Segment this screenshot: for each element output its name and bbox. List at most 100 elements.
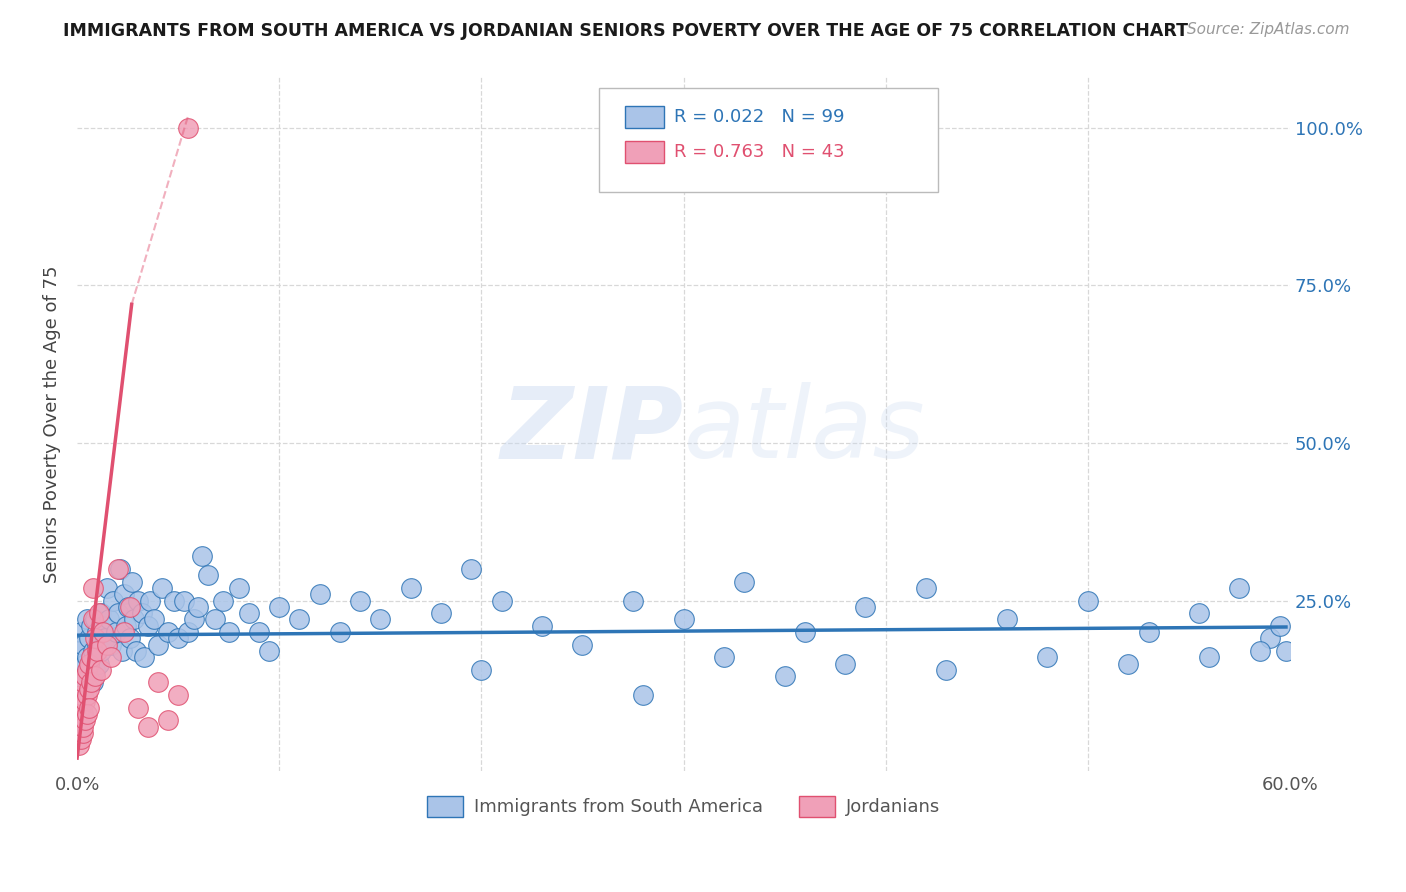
Point: [430, 606, 453, 620]
Point: [470, 663, 492, 677]
Point: [70, 663, 93, 677]
Point: [733, 574, 755, 589]
Point: [1249, 644, 1271, 658]
Point: [112, 587, 135, 601]
Point: [77, 669, 100, 683]
Point: [1116, 657, 1139, 671]
Text: R = 0.022   N = 99: R = 0.022 N = 99: [673, 108, 845, 126]
Point: [107, 562, 129, 576]
Text: atlas: atlas: [683, 383, 925, 480]
Point: [173, 593, 195, 607]
Point: [70, 700, 93, 714]
Point: [70, 688, 93, 702]
Point: [713, 650, 735, 665]
Point: [571, 638, 593, 652]
Point: [84, 632, 107, 646]
Point: [98, 612, 121, 626]
Point: [491, 593, 513, 607]
Point: [136, 720, 159, 734]
Point: [308, 587, 330, 601]
Point: [112, 625, 135, 640]
Point: [1229, 581, 1251, 595]
Point: [67, 644, 90, 658]
Point: [349, 593, 371, 607]
FancyBboxPatch shape: [626, 106, 664, 128]
Point: [1198, 650, 1220, 665]
Point: [72, 720, 94, 734]
Point: [82, 581, 104, 595]
Point: [672, 612, 695, 626]
Point: [163, 593, 186, 607]
Point: [531, 619, 554, 633]
Point: [329, 625, 352, 640]
Point: [1188, 606, 1211, 620]
Point: [100, 650, 122, 665]
Point: [191, 549, 214, 564]
Point: [110, 644, 132, 658]
Point: [211, 593, 233, 607]
Point: [67, 713, 90, 727]
Point: [631, 688, 654, 702]
Point: [77, 700, 100, 714]
Point: [257, 644, 280, 658]
Point: [76, 688, 98, 702]
Point: [75, 657, 97, 671]
Point: [72, 726, 94, 740]
Point: [793, 625, 815, 640]
Point: [121, 574, 143, 589]
Point: [77, 657, 100, 671]
Point: [177, 120, 200, 135]
Point: [146, 638, 169, 652]
Point: [855, 599, 877, 614]
Point: [146, 675, 169, 690]
Point: [136, 619, 159, 633]
Point: [834, 657, 856, 671]
Point: [460, 562, 482, 576]
Point: [75, 694, 97, 708]
Point: [75, 675, 97, 690]
Point: [84, 612, 107, 626]
Point: [269, 599, 291, 614]
Point: [86, 644, 108, 658]
Text: Source: ZipAtlas.com: Source: ZipAtlas.com: [1187, 22, 1350, 37]
Point: [84, 669, 107, 683]
Point: [77, 632, 100, 646]
Point: [93, 625, 115, 640]
Point: [100, 638, 122, 652]
Point: [69, 720, 91, 734]
Legend: Immigrants from South America, Jordanians: Immigrants from South America, Jordanian…: [420, 789, 948, 824]
Point: [75, 669, 97, 683]
Point: [86, 638, 108, 652]
Point: [118, 599, 141, 614]
Point: [1137, 625, 1160, 640]
Point: [80, 650, 103, 665]
Point: [995, 612, 1018, 626]
Point: [82, 675, 104, 690]
Point: [183, 612, 205, 626]
Point: [67, 739, 90, 753]
Point: [127, 700, 149, 714]
Point: [218, 625, 240, 640]
Point: [94, 632, 117, 646]
Point: [72, 688, 94, 702]
Text: IMMIGRANTS FROM SOUTH AMERICA VS JORDANIAN SENIORS POVERTY OVER THE AGE OF 75 CO: IMMIGRANTS FROM SOUTH AMERICA VS JORDANI…: [63, 22, 1188, 40]
Text: ZIP: ZIP: [501, 383, 683, 480]
Point: [70, 732, 93, 747]
Point: [157, 713, 180, 727]
Point: [118, 632, 141, 646]
Point: [157, 625, 180, 640]
Point: [67, 706, 90, 721]
Point: [76, 663, 98, 677]
Point: [122, 612, 145, 626]
Point: [93, 619, 115, 633]
Point: [142, 612, 165, 626]
Point: [399, 581, 422, 595]
Point: [107, 606, 129, 620]
Point: [114, 619, 136, 633]
Point: [67, 726, 90, 740]
Point: [72, 706, 94, 721]
Point: [96, 581, 118, 595]
Point: [80, 657, 103, 671]
Point: [1258, 632, 1281, 646]
Point: [187, 599, 209, 614]
